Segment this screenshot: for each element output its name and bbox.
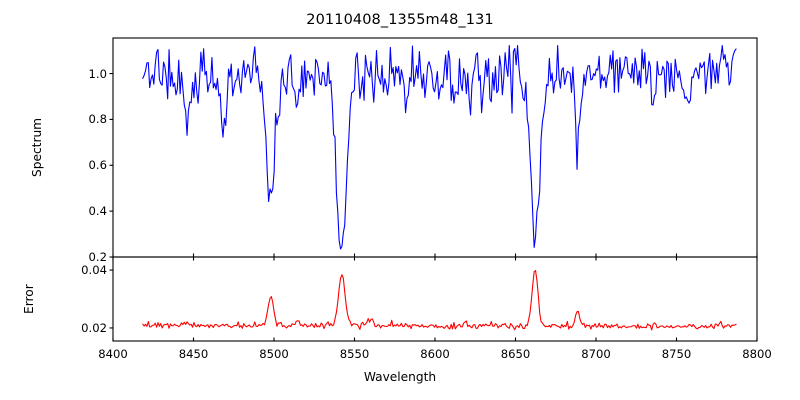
spectrum-ytick-label-2: 0.6 [88, 158, 107, 173]
x-axis-tick-label-2: 8500 [259, 347, 289, 361]
x-axis-tick-label-1: 8450 [178, 347, 209, 361]
figure-title: 20110408_1355m48_131 [306, 12, 494, 28]
spectrum-panel-frame [112, 37, 758, 258]
spectrum-ytick-label-4: 1.0 [88, 66, 107, 81]
error-ytick-label-0: 0.02 [81, 320, 107, 335]
spectrum-ytick-label-0: 0.2 [88, 250, 107, 264]
x-axis-tick-label-3: 8550 [339, 347, 370, 361]
x-axis-label: Wavelength [363, 370, 437, 384]
x-axis-tick-label-0: 8400 [98, 347, 128, 361]
x-axis-tick-label-5: 8650 [500, 347, 531, 361]
error-panel-frame [112, 256, 758, 342]
spectrum-data-line [142, 45, 737, 250]
x-axis-tick-label-4: 8600 [420, 347, 450, 361]
error-data-line [142, 269, 737, 331]
x-axis-tick-label-8: 8800 [742, 347, 772, 361]
x-axis-tick-label-6: 8700 [581, 347, 611, 361]
error-ytick-label-1: 0.04 [81, 263, 107, 278]
x-axis-tick-label-7: 8750 [661, 347, 692, 361]
spectrum-ytick-label-1: 0.4 [88, 204, 107, 219]
spectrum-tick-marks [109, 72, 758, 258]
spectrum-ytick-label-3: 0.8 [88, 112, 107, 127]
error-tick-marks [109, 257, 758, 341]
